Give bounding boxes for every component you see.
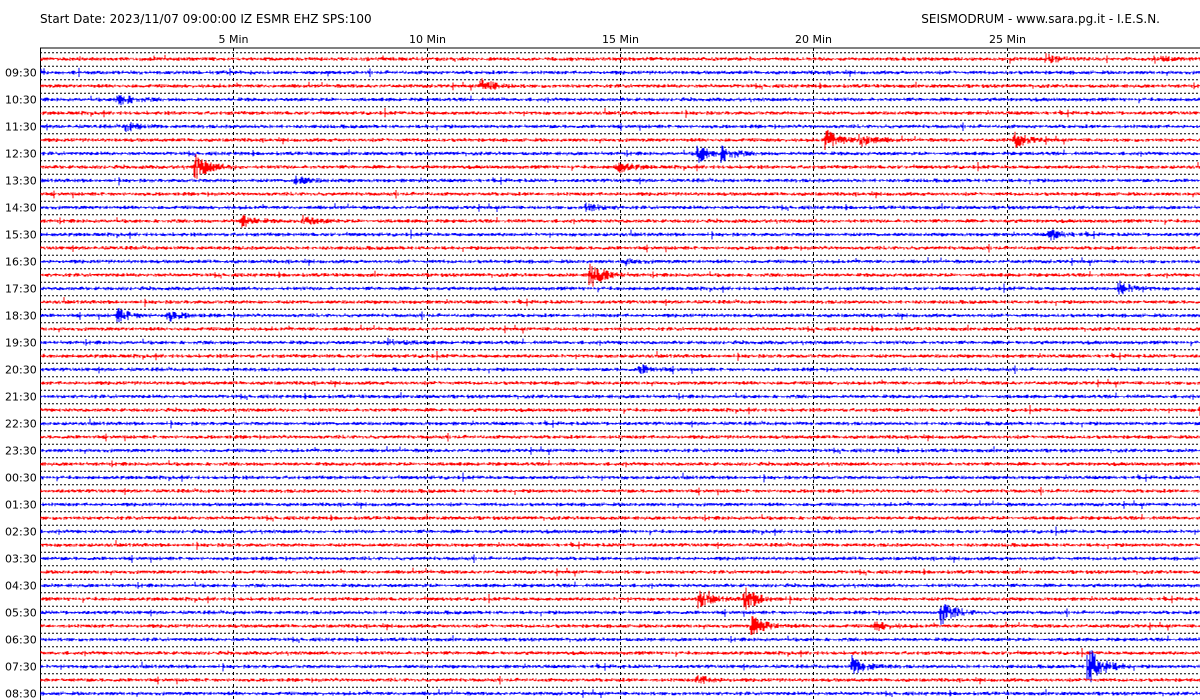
time-label: 08:30 xyxy=(5,688,37,700)
trace-line xyxy=(40,190,1200,199)
time-label: 21:30 xyxy=(5,391,37,404)
trace-line xyxy=(40,418,1200,429)
trace-line xyxy=(40,567,1200,577)
trace-line xyxy=(40,526,1200,536)
trace-line xyxy=(40,635,1200,643)
trace-line xyxy=(40,337,1200,347)
time-label: 00:30 xyxy=(5,472,37,485)
time-label: 07:30 xyxy=(5,661,37,674)
time-label: 12:30 xyxy=(5,148,37,161)
trace-line xyxy=(40,405,1200,416)
trace-line xyxy=(40,257,1200,267)
trace-line xyxy=(40,554,1200,563)
trace-line xyxy=(40,581,1200,589)
trace-line xyxy=(40,122,1200,132)
trace-layer xyxy=(40,53,1200,698)
trace-line xyxy=(40,513,1200,522)
trace-line xyxy=(40,202,1200,212)
trace-line xyxy=(40,378,1200,388)
trace-line xyxy=(40,364,1200,375)
trace-line xyxy=(40,650,1200,683)
time-label: 04:30 xyxy=(5,580,37,593)
trace-line xyxy=(40,460,1200,468)
x-tick-label: 5 Min xyxy=(218,33,248,46)
trace-line xyxy=(40,324,1200,334)
trace-line xyxy=(40,263,1200,287)
time-label: 17:30 xyxy=(5,283,37,296)
time-label: 10:30 xyxy=(5,94,37,107)
time-label: 19:30 xyxy=(5,337,37,350)
header-source: SEISMODRUM - www.sara.pg.it - I.E.S.N. xyxy=(921,12,1160,26)
trace-line xyxy=(40,145,1200,163)
time-label: 23:30 xyxy=(5,445,37,458)
trace-line xyxy=(40,587,1200,610)
x-tick-layer: 5 Min 10 Min 15 Min 20 Min 25 Min xyxy=(218,33,1026,46)
time-label-layer: 09:30 10:30 11:30 12:30 13:30 14:30 15:30 16:30… xyxy=(5,67,37,700)
trace-line xyxy=(40,78,1200,91)
time-label: 15:30 xyxy=(5,229,37,242)
trace-line xyxy=(40,280,1200,295)
trace-line xyxy=(40,616,1200,635)
trace-line xyxy=(40,351,1200,361)
x-tick-label: 25 Min xyxy=(989,33,1026,46)
trace-line xyxy=(40,244,1200,253)
time-label: 20:30 xyxy=(5,364,37,377)
time-label: 16:30 xyxy=(5,256,37,269)
trace-line xyxy=(40,229,1200,241)
trace-line xyxy=(40,308,1200,323)
time-label: 03:30 xyxy=(5,553,37,566)
trace-line xyxy=(40,604,1200,625)
trace-line xyxy=(40,675,1200,685)
trace-line xyxy=(40,648,1200,658)
trace-line xyxy=(40,175,1200,186)
trace-line xyxy=(40,500,1200,509)
x-tick-label: 15 Min xyxy=(602,33,639,46)
time-label: 06:30 xyxy=(5,634,37,647)
grid-layer xyxy=(40,47,1200,700)
trace-line xyxy=(40,472,1200,483)
x-tick-label: 20 Min xyxy=(795,33,832,46)
trace-line xyxy=(40,108,1200,118)
trace-line xyxy=(40,53,1200,64)
trace-line xyxy=(40,95,1200,106)
header-start-date: Start Date: 2023/11/07 09:00:00 IZ ESMR … xyxy=(40,12,372,26)
x-tick-label: 10 Min xyxy=(409,33,446,46)
time-label: 05:30 xyxy=(5,607,37,620)
trace-line xyxy=(40,214,1200,228)
trace-line xyxy=(40,129,1200,150)
trace-line xyxy=(40,446,1200,455)
time-label: 11:30 xyxy=(5,121,37,134)
trace-line xyxy=(40,67,1200,77)
time-label: 18:30 xyxy=(5,310,37,323)
time-label: 14:30 xyxy=(5,202,37,215)
time-label: 01:30 xyxy=(5,499,37,512)
trace-line xyxy=(40,540,1200,550)
trace-line xyxy=(40,487,1200,496)
time-label: 13:30 xyxy=(5,175,37,188)
time-label: 09:30 xyxy=(5,67,37,80)
trace-line xyxy=(40,297,1200,307)
trace-line xyxy=(40,689,1200,698)
time-label: 02:30 xyxy=(5,526,37,539)
time-label: 22:30 xyxy=(5,418,37,431)
trace-line xyxy=(40,154,1200,179)
trace-line xyxy=(40,392,1200,400)
trace-line xyxy=(40,433,1200,442)
